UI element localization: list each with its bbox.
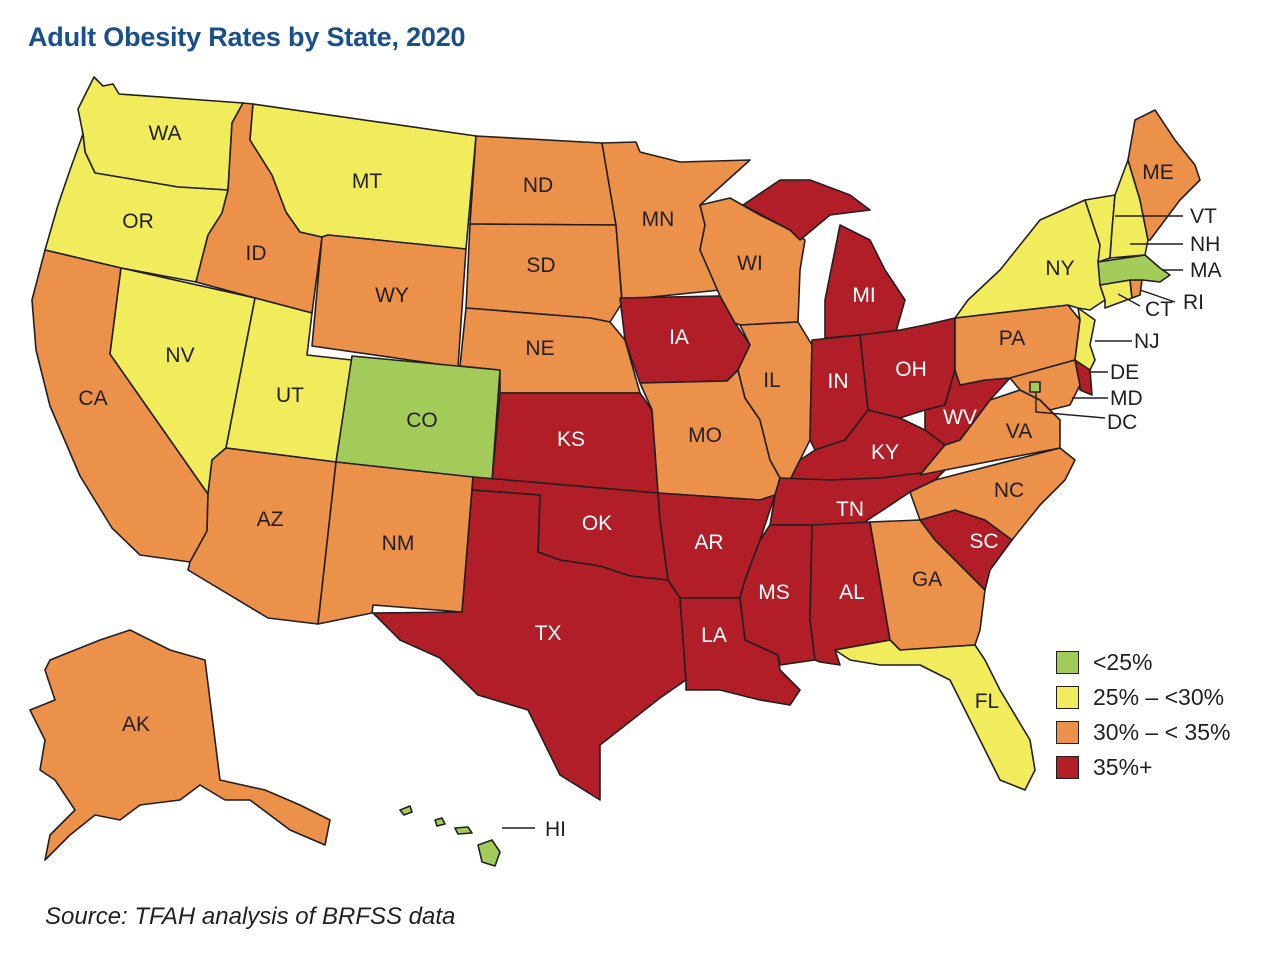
legend-item-25to30: 25% – <30% (1056, 680, 1230, 715)
label-ma: MA (1190, 259, 1222, 282)
state-fl (834, 639, 1036, 791)
label-me: ME (1142, 161, 1174, 184)
legend-label: 25% – <30% (1093, 684, 1225, 710)
legend-swatch (1056, 651, 1079, 674)
label-mi: MI (852, 284, 875, 307)
state-dc (1029, 381, 1041, 393)
label-la: LA (701, 624, 727, 647)
label-fl: FL (975, 690, 1000, 713)
label-tn: TN (836, 498, 864, 521)
leader-ct (1117, 293, 1141, 307)
label-ca: CA (78, 387, 107, 410)
state-ri (1129, 279, 1143, 299)
label-md: MD (1110, 387, 1143, 410)
state-hi (399, 805, 501, 867)
state-az (187, 447, 337, 625)
label-co: CO (406, 409, 438, 432)
label-sc: SC (969, 530, 998, 553)
label-ks: KS (557, 428, 585, 451)
label-nv: NV (165, 344, 194, 367)
label-mo: MO (688, 424, 722, 447)
label-in: IN (828, 370, 849, 393)
source-note: Source: TFAH analysis of BRFSS data (45, 903, 456, 930)
label-wy: WY (375, 284, 409, 307)
legend-label: <25% (1093, 649, 1153, 675)
legend-item-lt25: <25% (1056, 645, 1230, 680)
legend-swatch (1056, 756, 1079, 779)
label-al: AL (839, 581, 865, 604)
label-id: ID (246, 242, 267, 265)
label-ky: KY (871, 441, 899, 464)
label-ct: CT (1145, 298, 1173, 321)
label-ok: OK (582, 512, 612, 535)
label-nh: NH (1190, 233, 1220, 256)
label-sd: SD (526, 254, 555, 277)
label-ne: NE (525, 337, 554, 360)
leader-dc (1035, 392, 1106, 419)
label-nj: NJ (1134, 330, 1160, 353)
label-vt: VT (1190, 205, 1217, 228)
label-ak: AK (122, 713, 150, 736)
state-va (919, 389, 1061, 476)
label-wa: WA (148, 122, 181, 145)
label-tx: TX (535, 622, 562, 645)
label-pa: PA (999, 327, 1025, 350)
legend-item-35plus: 35%+ (1056, 750, 1230, 785)
legend-label: 30% – < 35% (1093, 719, 1231, 745)
state-nc (909, 447, 1076, 541)
label-nd: ND (523, 174, 553, 197)
leader-ri (1139, 289, 1176, 303)
state-me (1127, 109, 1201, 241)
label-oh: OH (895, 358, 927, 381)
legend-item-30to35: 30% – < 35% (1056, 715, 1230, 750)
state-nj (1074, 307, 1096, 371)
label-ia: IA (669, 326, 689, 349)
state-wy (311, 234, 467, 368)
legend: <25% 25% – <30% 30% – < 35% 35%+ (1056, 645, 1230, 785)
label-ny: NY (1045, 257, 1074, 280)
label-ri: RI (1183, 291, 1204, 314)
map-title: Adult Obesity Rates by State, 2020 (28, 22, 466, 52)
label-mt: MT (352, 170, 382, 193)
legend-swatch (1056, 721, 1079, 744)
label-mn: MN (642, 208, 675, 231)
label-ga: GA (912, 568, 942, 591)
label-az: AZ (257, 508, 284, 531)
state-tx (372, 489, 687, 801)
label-wi: WI (737, 252, 763, 275)
label-ar: AR (694, 531, 723, 554)
label-nc: NC (994, 479, 1024, 502)
state-ma (1097, 254, 1171, 286)
label-ut: UT (276, 384, 304, 407)
state-ny (954, 199, 1106, 319)
label-nm: NM (382, 532, 415, 555)
label-ms: MS (758, 581, 790, 604)
state-mt (249, 103, 477, 250)
state-ak (29, 629, 331, 861)
label-de: DE (1110, 361, 1139, 384)
label-dc: DC (1107, 411, 1137, 434)
legend-label: 35%+ (1093, 754, 1153, 780)
label-hi: HI (545, 818, 566, 841)
label-va: VA (1006, 420, 1032, 443)
label-il: IL (763, 369, 781, 392)
legend-swatch (1056, 686, 1079, 709)
label-wv: WV (943, 406, 977, 429)
label-or: OR (122, 210, 154, 233)
